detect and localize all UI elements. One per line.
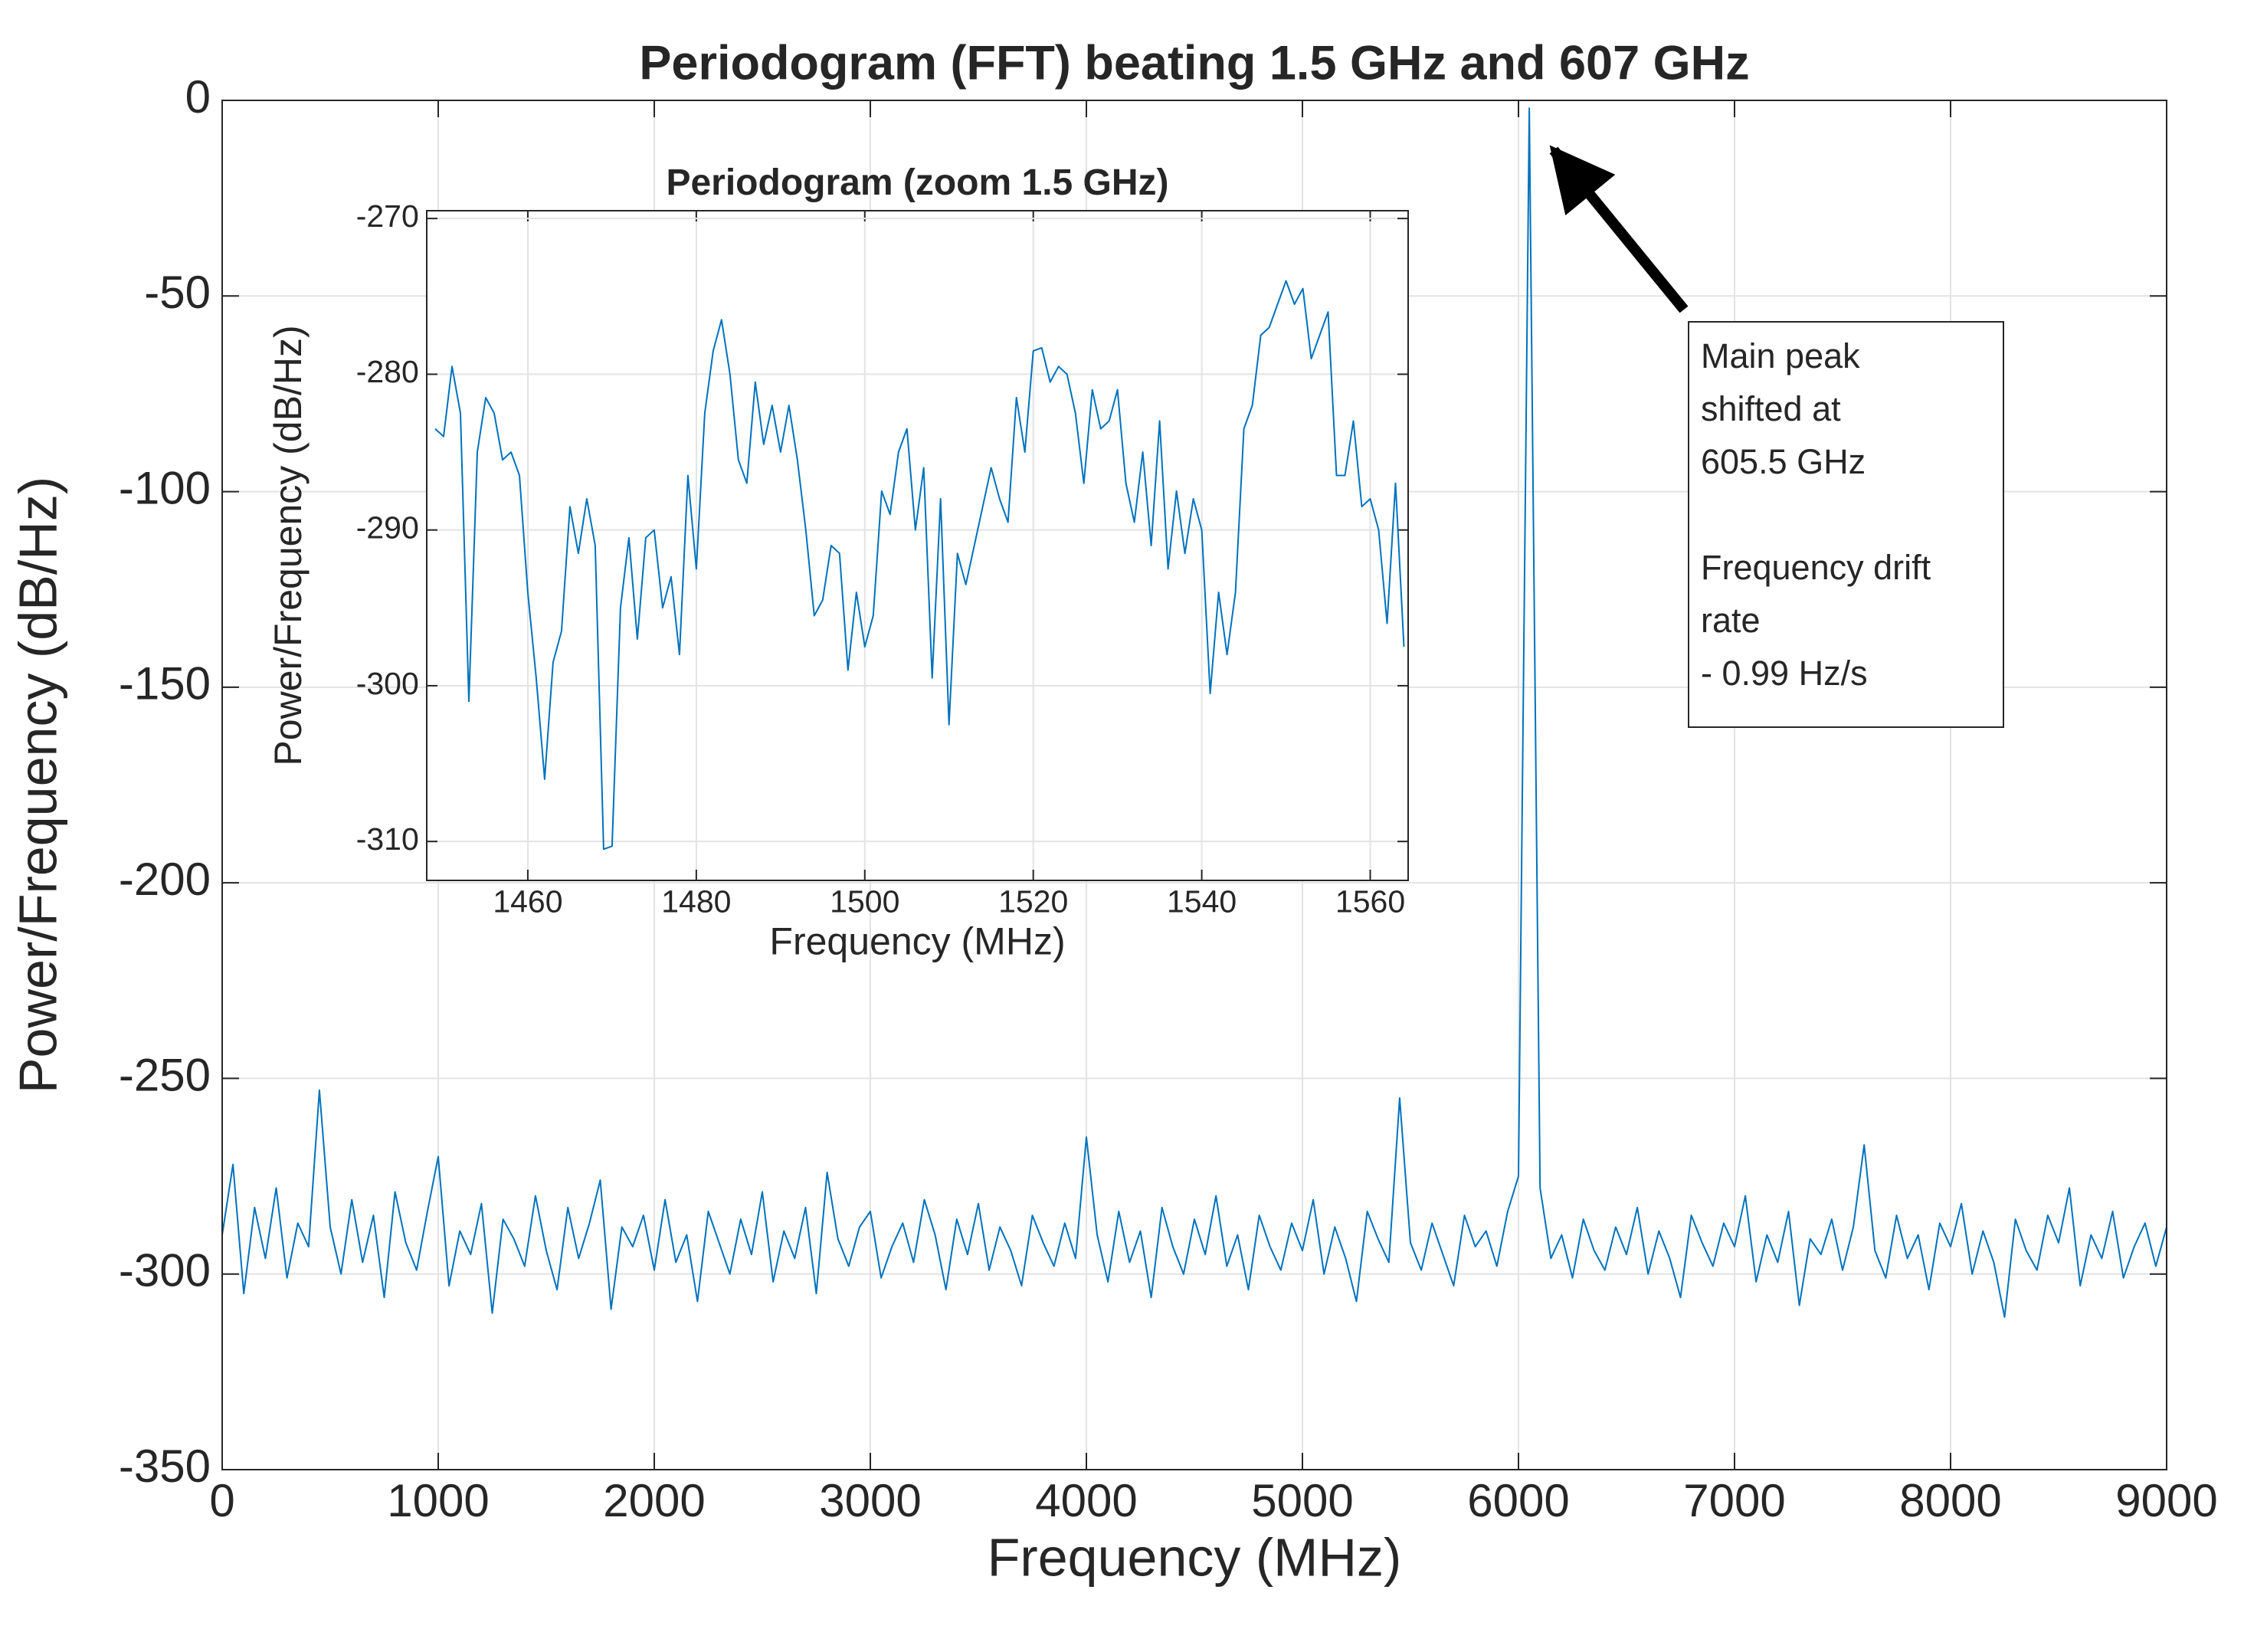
annotation-text: 605.5 GHz xyxy=(1701,442,1866,481)
annotation-text: Main peak xyxy=(1701,336,1860,375)
y-tick-label: -50 xyxy=(144,267,211,318)
y-axis-label: Power/Frequency (dB/Hz) xyxy=(267,325,310,765)
y-tick-label: -350 xyxy=(119,1441,211,1492)
x-tick-label: 6000 xyxy=(1467,1475,1569,1526)
chart-title: Periodogram (zoom 1.5 GHz) xyxy=(666,162,1168,203)
x-tick-label: 2000 xyxy=(603,1475,705,1526)
x-tick-label: 0 xyxy=(209,1475,234,1526)
y-tick-label: -250 xyxy=(119,1049,211,1100)
data-line xyxy=(434,280,1405,851)
annotation-text: shifted at xyxy=(1701,389,1841,428)
plot-1: 1460 1480 1500 1520 1540 1560 -310 -300 -290 -280… xyxy=(267,162,1409,963)
x-tick-label: 5000 xyxy=(1251,1475,1353,1526)
y-tick-label: 0 xyxy=(185,71,211,123)
annotation-arrow xyxy=(1549,145,1689,313)
y-tick-label: -150 xyxy=(119,658,211,710)
y-tick-label: -100 xyxy=(119,462,211,513)
x-tick-label: 1500 xyxy=(830,884,899,919)
y-tick-label: -200 xyxy=(119,854,211,905)
axes-frame xyxy=(221,100,2167,1470)
x-tick-label: 1460 xyxy=(493,884,562,919)
y-tick-label: -270 xyxy=(356,198,419,234)
y-tick-label: -300 xyxy=(356,666,419,701)
x-tick-label: 1560 xyxy=(1335,884,1405,919)
y-tick-label: -310 xyxy=(356,821,419,857)
x-tick-label: 1000 xyxy=(387,1475,489,1526)
x-tick-label: 7000 xyxy=(1683,1475,1785,1526)
axes-frame xyxy=(426,210,1409,881)
x-axis-label: Frequency (MHz) xyxy=(988,1527,1402,1587)
x-tick-label: 1540 xyxy=(1167,884,1237,919)
annotation-text: rate xyxy=(1701,601,1761,640)
annotation-box xyxy=(1688,321,2004,728)
x-tick-label: 3000 xyxy=(819,1475,921,1526)
y-tick-label: -290 xyxy=(356,510,419,546)
x-tick-label: 4000 xyxy=(1035,1475,1137,1526)
y-axis-label: Power/Frequency (dB/Hz) xyxy=(8,477,67,1093)
x-axis-label: Frequency (MHz) xyxy=(769,920,1065,963)
y-tick-label: -280 xyxy=(356,354,419,389)
data-line xyxy=(221,107,2167,1318)
chart-title: Periodogram (FFT) beating 1.5 GHz and 60… xyxy=(639,37,1749,90)
x-tick-label: 1520 xyxy=(998,884,1068,919)
annotation-text: - 0.99 Hz/s xyxy=(1701,654,1868,693)
x-tick-label: 9000 xyxy=(2115,1475,2217,1526)
y-tick-label: -300 xyxy=(119,1245,211,1296)
annotation-text: Frequency drift xyxy=(1701,548,1931,587)
plot-area xyxy=(427,211,1408,880)
x-tick-label: 8000 xyxy=(1899,1475,2001,1526)
x-tick-label: 1480 xyxy=(661,884,731,919)
